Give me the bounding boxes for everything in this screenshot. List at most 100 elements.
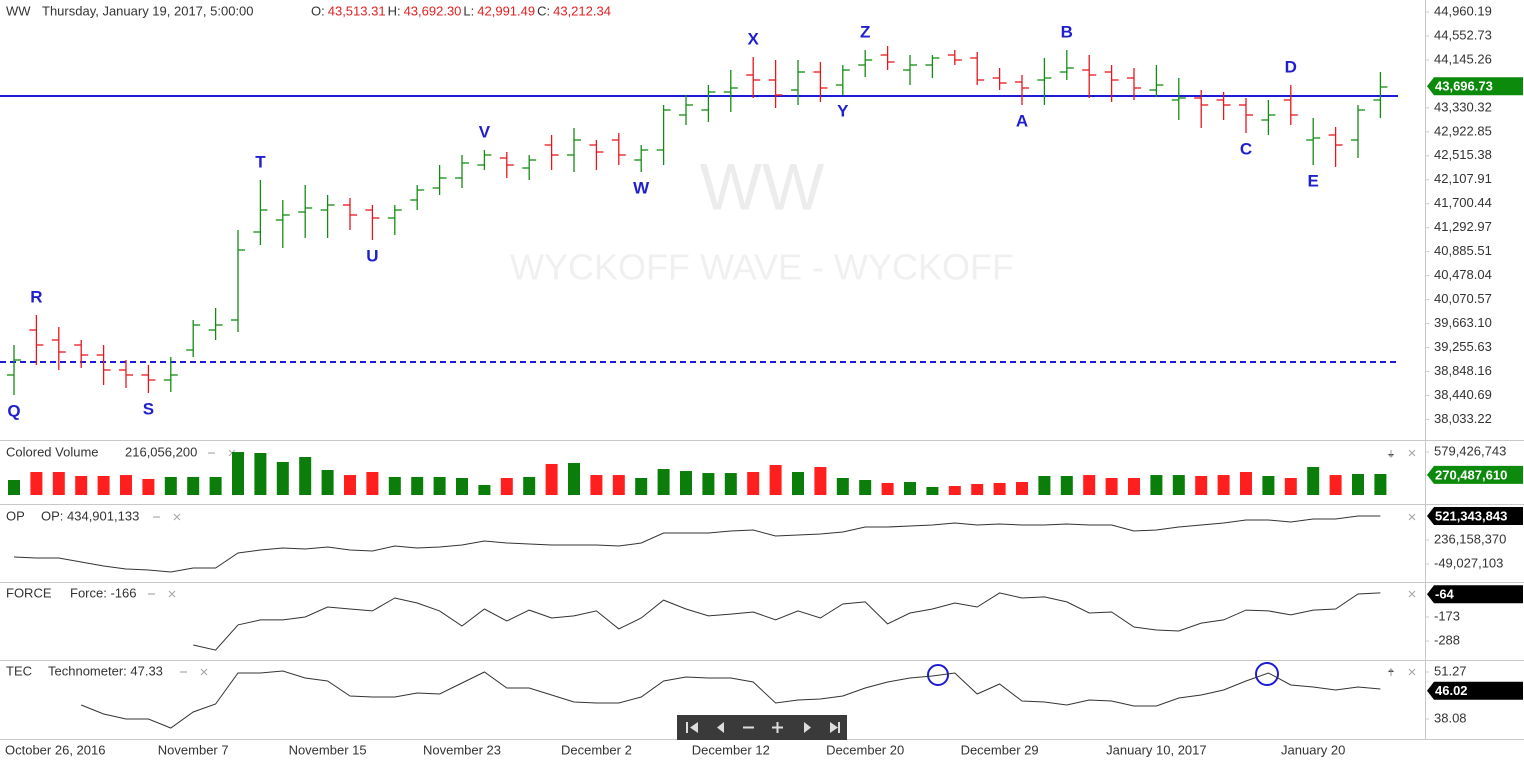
- price-bar: [746, 57, 761, 98]
- volume-bar: [1083, 475, 1096, 495]
- panel-title: OP: 434,901,133: [41, 508, 139, 523]
- price-bar: [701, 85, 716, 122]
- volume-bar: [187, 476, 200, 495]
- x-tick-label: December 12: [692, 742, 770, 757]
- volume-bar: [926, 486, 939, 495]
- volume-bar: [388, 476, 401, 495]
- price-bar: [51, 327, 66, 370]
- last-value-box: [1427, 77, 1523, 96]
- x-tick-label: December 20: [826, 742, 904, 757]
- scroll-right-button[interactable]: [804, 722, 811, 733]
- wave-label: D: [1285, 57, 1297, 76]
- volume-bar: [1284, 478, 1297, 495]
- panel-controls: [148, 449, 1416, 676]
- y-tick-label: 579,426,743: [1434, 443, 1506, 458]
- watermark: WW WYCKOFF WAVE - WYCKOFF: [510, 149, 1014, 287]
- volume-bar: [1217, 475, 1230, 495]
- close-icon[interactable]: [1408, 590, 1416, 598]
- volume-bar: [702, 473, 715, 495]
- price-bar: [1261, 100, 1276, 135]
- volume-bar: [52, 471, 65, 495]
- volume-bar: [1060, 476, 1073, 495]
- ohlc-label: O:: [311, 3, 325, 18]
- x-tick-label: December 2: [561, 742, 632, 757]
- y-tick-label: 38,033.22: [1434, 411, 1492, 426]
- close-icon[interactable]: [200, 668, 208, 676]
- price-bar: [7, 345, 21, 395]
- volume-bar: [568, 463, 580, 495]
- move-down-icon[interactable]: [1387, 450, 1395, 458]
- close-icon[interactable]: [1408, 449, 1416, 457]
- navigation-bar: [677, 715, 847, 740]
- price-bar: [298, 185, 313, 238]
- symbol: WW: [6, 3, 31, 18]
- volume-bar: [836, 478, 849, 495]
- panel-value: 216,056,200: [125, 444, 197, 459]
- y-tick-label: 42,922.85: [1434, 123, 1492, 138]
- scroll-left-button[interactable]: [717, 722, 724, 733]
- wave-label: W: [633, 178, 650, 197]
- zoom-out-button[interactable]: [743, 726, 754, 729]
- price-bar: [679, 95, 693, 125]
- volume-bar: [1374, 473, 1387, 495]
- last-value-label: 43,696.73: [1435, 79, 1493, 94]
- price-bar: [455, 155, 469, 188]
- last-value-label: 521,343,843: [1435, 508, 1507, 523]
- volume-bar: [1172, 475, 1185, 495]
- watermark-text: WYCKOFF WAVE - WYCKOFF: [510, 247, 1014, 288]
- price-bar: [1082, 55, 1097, 98]
- panel-title: Colored Volume: [6, 444, 99, 459]
- navigation-background: [677, 715, 847, 740]
- volume-bar: [254, 452, 267, 495]
- wave-label: S: [143, 399, 154, 418]
- volume-bar: [769, 465, 782, 495]
- price-bar: [1283, 85, 1298, 125]
- volume-bar: [433, 476, 446, 495]
- move-up-icon[interactable]: [1387, 668, 1395, 676]
- close-icon[interactable]: [168, 590, 176, 598]
- volume-bar: [411, 476, 424, 495]
- wave-label: C: [1240, 139, 1252, 158]
- price-bar: [723, 70, 738, 112]
- zoom-in-button[interactable]: [772, 722, 783, 733]
- volume-bar: [299, 457, 312, 495]
- price-bar: [813, 62, 828, 102]
- y-tick-label: 236,158,370: [1434, 531, 1506, 546]
- go-to-start-button[interactable]: [686, 722, 698, 733]
- last-value-label: 270,487,610: [1435, 467, 1507, 482]
- volume-bar: [680, 471, 692, 495]
- price-bar: [186, 320, 201, 357]
- price-bar: [835, 65, 850, 95]
- wave-label: X: [748, 29, 760, 48]
- y-tick-label: 43,330.32: [1434, 99, 1492, 114]
- volume-bar: [724, 473, 737, 495]
- volume-bar: [1128, 478, 1140, 495]
- go-to-end-button[interactable]: [830, 722, 840, 733]
- x-tick-label: January 20: [1281, 742, 1345, 757]
- volume-bar: [590, 475, 603, 495]
- price-bar: [544, 135, 559, 170]
- volume-bar: [276, 461, 289, 495]
- volume-bar: [881, 482, 894, 495]
- price-bar: [29, 315, 44, 365]
- price-bar: [522, 155, 537, 180]
- highlight-circle: [1255, 662, 1279, 686]
- wave-label: T: [255, 152, 266, 171]
- panel-label: OP: [6, 508, 25, 523]
- indicator-line: [13, 515, 1381, 573]
- price-bar: [275, 200, 290, 248]
- close-icon[interactable]: [1408, 513, 1416, 521]
- wave-label: U: [366, 246, 378, 265]
- close-icon[interactable]: [173, 513, 181, 521]
- price-bar: [791, 60, 805, 105]
- volume-bar: [344, 475, 356, 495]
- price-bar: [96, 345, 111, 385]
- volume-bar: [1195, 476, 1208, 495]
- close-icon[interactable]: [1408, 668, 1416, 676]
- volume-bar: [612, 475, 625, 495]
- x-tick-label: November 23: [423, 742, 501, 757]
- price-bar: [1059, 50, 1074, 80]
- panel-label: FORCE: [6, 585, 52, 600]
- volume-bar: [1038, 476, 1051, 495]
